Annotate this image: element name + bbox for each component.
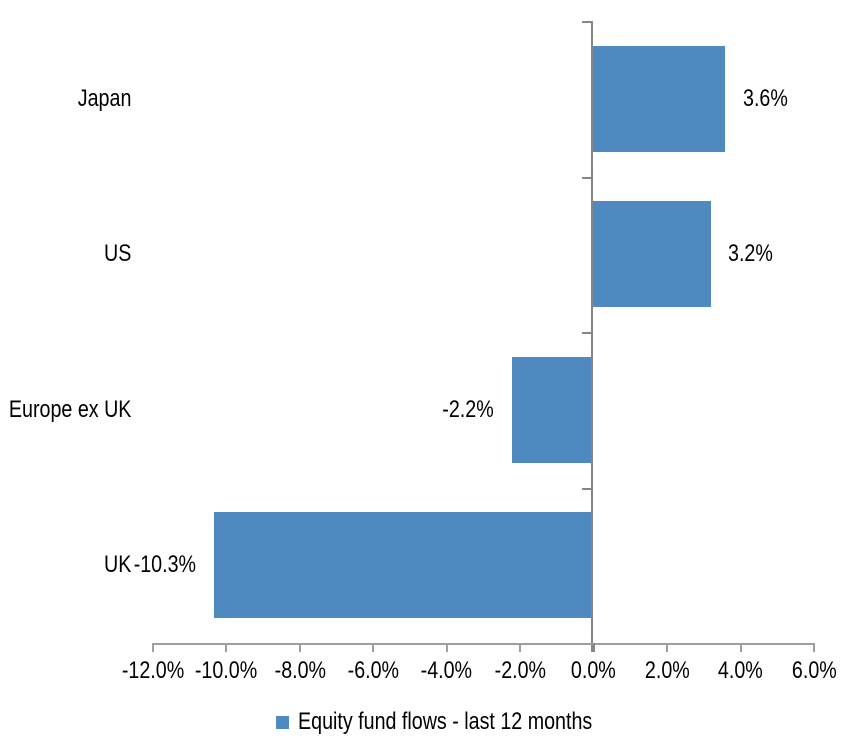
- x-tick-0: [152, 643, 154, 652]
- x-tick-label-7: 2.0%: [644, 657, 690, 684]
- y-tick-3: [581, 488, 591, 490]
- bar-us: [592, 201, 711, 307]
- category-label-us: US: [103, 240, 131, 267]
- x-tick-label-9: 6.0%: [791, 657, 837, 684]
- data-label-japan: 3.6%: [743, 85, 788, 112]
- legend-swatch-icon: [276, 715, 289, 729]
- category-label-europe-ex-uk: Europe ex UK: [8, 396, 131, 423]
- data-label-uk: -10.3%: [133, 551, 196, 578]
- data-label-europe-ex-uk: -2.2%: [442, 396, 494, 423]
- category-label-japan: Japan: [77, 85, 131, 112]
- x-tick-7: [666, 643, 669, 652]
- x-tick-5: [519, 643, 522, 652]
- legend-label: Equity fund flows - last 12 months: [298, 708, 593, 735]
- x-tick-3: [372, 643, 375, 652]
- data-label-us: 3.2%: [728, 240, 773, 267]
- x-tick-label-2: -8.0%: [274, 657, 326, 684]
- x-tick-4: [445, 643, 448, 652]
- x-tick-label-5: -2.0%: [494, 657, 546, 684]
- bar-uk: [214, 512, 593, 618]
- x-tick-label-1: -10.0%: [195, 657, 258, 684]
- x-tick-8: [739, 643, 742, 652]
- x-tick-label-8: 4.0%: [718, 657, 763, 684]
- x-tick-6: [592, 643, 595, 652]
- y-tick-2: [581, 332, 591, 334]
- x-tick-2: [298, 643, 301, 652]
- bar-japan: [592, 46, 725, 152]
- y-axis-line: [590, 21, 593, 652]
- x-tick-label-3: -6.0%: [347, 657, 400, 684]
- y-tick-1: [581, 177, 591, 179]
- x-axis-line: [152, 643, 815, 645]
- y-tick-0: [581, 21, 591, 23]
- x-tick-label-4: -4.0%: [421, 657, 473, 684]
- x-tick-label-6: 0.0%: [571, 657, 617, 684]
- x-tick-label-0: -12.0%: [121, 657, 185, 684]
- x-tick-1: [225, 643, 228, 652]
- category-label-uk: UK: [103, 551, 131, 578]
- bar-europe-ex-uk: [511, 357, 593, 463]
- legend: Equity fund flows - last 12 months: [276, 708, 657, 736]
- x-tick-9: [813, 643, 815, 652]
